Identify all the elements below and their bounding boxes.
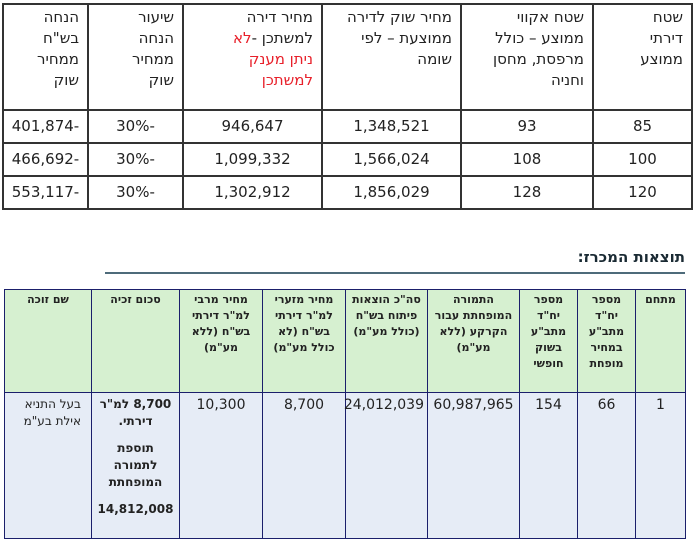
cell-market-price: 1,566,024	[321, 142, 462, 177]
cell-winning-amount: 8,700 למ"ר דירתי. תוספת לתמורה המופחתת 1…	[91, 392, 180, 539]
section-divider	[105, 272, 685, 274]
cell-development-costs: 24,012,039	[344, 392, 428, 539]
cell-discount-amount: -553,117	[2, 175, 89, 210]
cell-market-price: 1,856,029	[321, 175, 462, 210]
cell-equivalent-area: 128	[460, 175, 594, 210]
header-min-price: מחיר מזערי למ"ר דירתי בש"ח (לא כולל מע"מ…	[262, 289, 346, 393]
cell-discount-rate: -30%	[87, 109, 184, 144]
cell-area: 120	[592, 175, 693, 210]
results-row: 1 66 154 60,987,965 24,012,039 8,700 10,…	[4, 392, 686, 539]
table-row: 85 93 1,348,521 946,647 -30% -401,874	[2, 109, 693, 144]
cell-discount-amount: -401,874	[2, 109, 89, 144]
cell-buyer-price: 1,302,912	[182, 175, 323, 210]
cell-discount-rate: -30%	[87, 142, 184, 177]
header-winner-name: שם זוכה	[4, 289, 92, 393]
amount-per-sqm: 8,700 למ"ר דירתי.	[99, 397, 172, 428]
cell-discount-amount: -466,692	[2, 142, 89, 177]
header-equivalent-area: שטח אקווי ממוצע – כולל מרפסת, מחסן וחניה	[460, 3, 594, 111]
header-market-price: מחיר שוק לדירה ממוצעת – לפי שומה	[321, 3, 462, 111]
header-price-for-buyer: מחיר דירה למשתכן -לא ניתן מענק למשתכן	[182, 3, 323, 111]
cell-area: 85	[592, 109, 693, 144]
table-row: 120 128 1,856,029 1,302,912 -30% -553,11…	[2, 175, 693, 210]
cell-reduced-units: 66	[577, 392, 636, 539]
cell-area: 100	[592, 142, 693, 177]
header-complex: מתחם	[635, 289, 686, 393]
discount-table: שטח דירתי ממוצע שטח אקווי ממוצע – כולל מ…	[2, 3, 693, 210]
cell-equivalent-area: 93	[460, 109, 594, 144]
header-free-market-units: מספר יח"ד מתב"ע בשוק חופשי	[519, 289, 578, 393]
no-grant-note: לא	[233, 29, 252, 47]
cell-buyer-price: 1,099,332	[182, 142, 323, 177]
header-development-costs: סה"כ הוצאות פיתוח בש"ח (כולל מע"מ)	[345, 289, 428, 393]
cell-max-price: 10,300	[179, 392, 263, 539]
header-discount-amount: הנחה בש"ח ממחיר שוק	[2, 3, 89, 111]
header-reduced-units: מספר יח"ד מתב"ע במחיר מופחת	[577, 289, 636, 393]
amount-addition-value: 14,812,008	[97, 502, 174, 516]
table-row: 100 108 1,566,024 1,099,332 -30% -466,69…	[2, 142, 693, 177]
tender-results-table: מתחם מספר יח"ד מתב"ע במחיר מופחת מספר יח…	[4, 289, 686, 539]
cell-winner-name: בעל התניא אילת בע"מ	[4, 392, 92, 539]
header-reduced-payment: התמורה המופחתת עבור הקרקע (ללא מע"מ)	[427, 289, 520, 393]
cell-buyer-price: 946,647	[182, 109, 323, 144]
cell-complex: 1	[635, 392, 686, 539]
discount-table-header-row: שטח דירתי ממוצע שטח אקווי ממוצע – כולל מ…	[2, 3, 693, 111]
cell-equivalent-area: 108	[460, 142, 594, 177]
cell-reduced-payment: 60,987,965	[427, 392, 520, 539]
section-title: תוצאות המכרז:	[577, 248, 685, 266]
header-avg-area: שטח דירתי ממוצע	[592, 3, 693, 111]
header-max-price: מחיר מרבי למ"ר דירתי בש"ח (ללא מע"מ)	[179, 289, 263, 393]
results-header-row: מתחם מספר יח"ד מתב"ע במחיר מופחת מספר יח…	[4, 289, 686, 393]
cell-market-price: 1,348,521	[321, 109, 462, 144]
header-winning-amount: סכום זכיה	[91, 289, 180, 393]
cell-min-price: 8,700	[262, 392, 346, 539]
header-discount-rate: שיעור הנחה ממחיר שוק	[87, 3, 184, 111]
amount-addition-label: תוספת לתמורה המופחתת	[108, 441, 163, 489]
cell-discount-rate: -30%	[87, 175, 184, 210]
cell-free-market-units: 154	[519, 392, 578, 539]
